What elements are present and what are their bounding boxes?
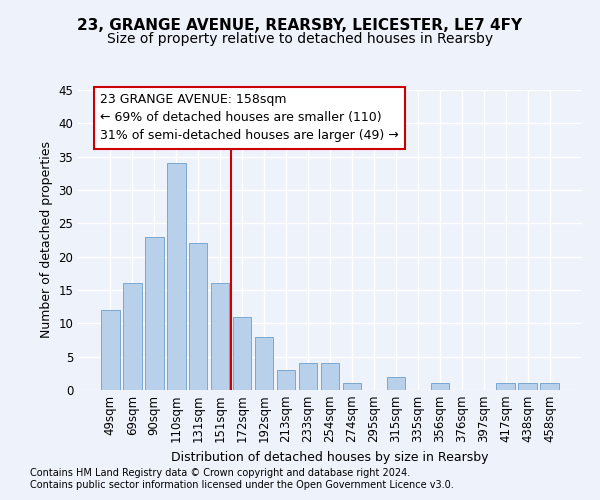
Bar [320, 364, 340, 390]
Bar [167, 164, 185, 390]
Bar [255, 336, 274, 390]
Text: Size of property relative to detached houses in Rearsby: Size of property relative to detached ho… [107, 32, 493, 46]
Bar [123, 284, 142, 390]
Bar [299, 364, 317, 390]
Text: Contains HM Land Registry data © Crown copyright and database right 2024.: Contains HM Land Registry data © Crown c… [30, 468, 410, 477]
Text: 23, GRANGE AVENUE, REARSBY, LEICESTER, LE7 4FY: 23, GRANGE AVENUE, REARSBY, LEICESTER, L… [77, 18, 523, 32]
Bar [518, 384, 537, 390]
Y-axis label: Number of detached properties: Number of detached properties [40, 142, 53, 338]
Text: Contains public sector information licensed under the Open Government Licence v3: Contains public sector information licen… [30, 480, 454, 490]
Bar [145, 236, 164, 390]
Bar [386, 376, 405, 390]
Text: 23 GRANGE AVENUE: 158sqm
← 69% of detached houses are smaller (110)
31% of semi-: 23 GRANGE AVENUE: 158sqm ← 69% of detach… [100, 94, 399, 142]
Bar [343, 384, 361, 390]
Bar [233, 316, 251, 390]
Bar [431, 384, 449, 390]
Bar [277, 370, 295, 390]
Bar [211, 284, 229, 390]
Bar [496, 384, 515, 390]
X-axis label: Distribution of detached houses by size in Rearsby: Distribution of detached houses by size … [171, 451, 489, 464]
Bar [541, 384, 559, 390]
Bar [189, 244, 208, 390]
Bar [101, 310, 119, 390]
